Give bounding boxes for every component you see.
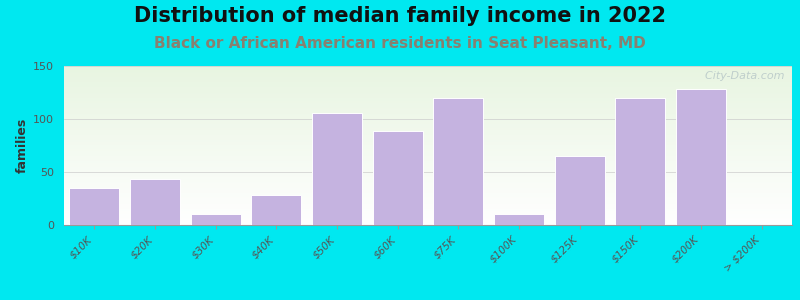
Y-axis label: families: families — [16, 118, 29, 173]
Bar — [615, 98, 666, 225]
Bar — [130, 179, 180, 225]
Bar — [494, 214, 544, 225]
Bar — [251, 195, 302, 225]
Bar — [434, 98, 483, 225]
Bar — [190, 214, 241, 225]
Bar — [554, 156, 605, 225]
Text: Black or African American residents in Seat Pleasant, MD: Black or African American residents in S… — [154, 36, 646, 51]
Bar — [70, 188, 119, 225]
Bar — [373, 131, 422, 225]
Bar — [312, 112, 362, 225]
Bar — [676, 89, 726, 225]
Text: City-Data.com: City-Data.com — [698, 71, 785, 81]
Text: Distribution of median family income in 2022: Distribution of median family income in … — [134, 6, 666, 26]
